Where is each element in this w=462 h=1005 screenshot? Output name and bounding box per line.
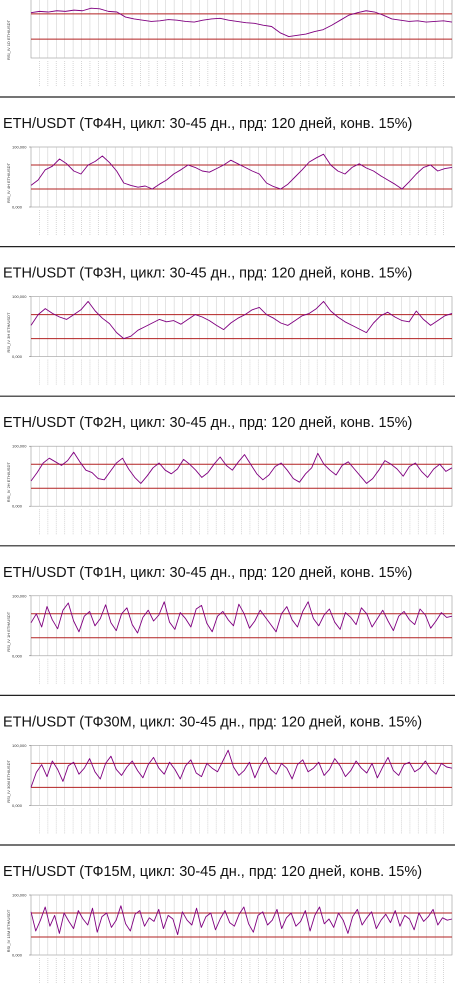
y-tick-label: 100,000: [12, 444, 27, 449]
y-tick-label: 0,000: [12, 354, 23, 359]
section-title: ETH/USDT (ТФ30М, цикл: 30-45 дн., прд: 1…: [3, 714, 422, 730]
rsi-line: [30, 905, 453, 936]
rsi-line: [30, 7, 453, 38]
chart: 0,000 100,000 RSI_IV 3H ETH/USDT: [6, 294, 453, 385]
y-tick-label: 0,000: [12, 803, 23, 808]
y-tick-label: 0,000: [12, 504, 23, 509]
rsi-line: [30, 601, 453, 634]
y-tick-label: 0,000: [12, 653, 23, 658]
y-tick-label: 100,000: [12, 145, 27, 150]
y-axis-label: RSI_IV 3H ETH/USDT: [6, 312, 11, 353]
rsi-line: [30, 300, 453, 340]
y-axis-label: RSI_IV 1H ETH/USDT: [6, 611, 11, 652]
section-title: ETH/USDT (ТФ15М, цикл: 30-45 дн., прд: 1…: [3, 864, 422, 880]
chart: 0,000 100,000 RSI_IV 30M ETH/USDT: [6, 743, 453, 834]
rsi-line: [30, 749, 453, 788]
section-title: ETH/USDT (ТФ2Н, цикл: 30-45 дн., прд: 12…: [3, 415, 412, 431]
section-title: ETH/USDT (ТФ1Н, цикл: 30-45 дн., прд: 12…: [3, 565, 412, 581]
y-tick-label: 100,000: [12, 294, 27, 299]
chart: RSI_IV 1D ETH/USDT: [6, 0, 453, 86]
y-tick-label: 100,000: [12, 593, 27, 598]
section-title: ETH/USDT (ТФ3Н, цикл: 30-45 дн., прд: 12…: [3, 266, 412, 282]
rsi-line: [30, 451, 453, 484]
y-axis-label: RSI_IV 30M ETH/USDT: [6, 760, 11, 803]
chart: 0,000 100,000 RSI_IV 1H ETH/USDT: [6, 593, 453, 684]
section-title: ETH/USDT (ТФ4Н, цикл: 30-45 дн., прд: 12…: [3, 116, 412, 132]
y-axis-label: RSI_IV 2H ETH/USDT: [6, 462, 11, 503]
y-axis-label: RSI_IV 4H ETH/USDT: [6, 162, 11, 203]
y-axis-label: RSI_IV 1D ETH/USDT: [6, 19, 11, 60]
y-axis-label: RSI_IV 15M ETH/USDT: [6, 909, 11, 952]
y-tick-label: 100,000: [12, 893, 27, 898]
y-tick-label: 100,000: [12, 743, 27, 748]
chart: 0,000 100,000 RSI_IV 2H ETH/USDT: [6, 444, 453, 535]
chart: 0,000 100,000 RSI_IV 15M ETH/USDT: [6, 893, 453, 983]
y-tick-label: 0,000: [12, 953, 23, 958]
chart: 0,000 100,000 RSI_IV 4H ETH/USDT: [6, 145, 453, 235]
y-tick-label: 0,000: [12, 205, 23, 210]
rsi-line: [30, 153, 453, 190]
